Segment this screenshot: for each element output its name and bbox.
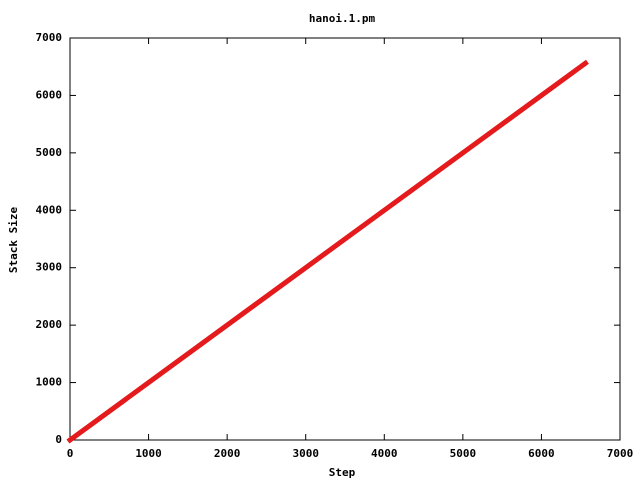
x-tick-label: 7000 — [607, 447, 634, 460]
y-tick-label: 3000 — [36, 261, 63, 274]
y-tick-label: 4000 — [36, 203, 63, 216]
y-tick-label: 7000 — [36, 31, 63, 44]
x-tick-label: 1000 — [135, 447, 162, 460]
y-tick-label: 0 — [55, 433, 62, 446]
y-tick-label: 5000 — [36, 146, 63, 159]
y-tick-label: 1000 — [36, 376, 63, 389]
y-tick-label: 2000 — [36, 318, 63, 331]
y-tick-label: 6000 — [36, 88, 63, 101]
x-tick-label: 5000 — [450, 447, 477, 460]
y-axis-label: Stack Size — [7, 207, 20, 274]
x-tick-label: 2000 — [214, 447, 241, 460]
x-tick-label: 0 — [67, 447, 74, 460]
data-line — [66, 59, 589, 444]
x-tick-label: 4000 — [371, 447, 398, 460]
chart-title: hanoi.1.pm — [309, 12, 376, 25]
x-axis-label: Step — [329, 466, 356, 479]
x-tick-label: 3000 — [292, 447, 319, 460]
plot-frame — [69, 37, 621, 441]
x-tick-label: 6000 — [528, 447, 555, 460]
